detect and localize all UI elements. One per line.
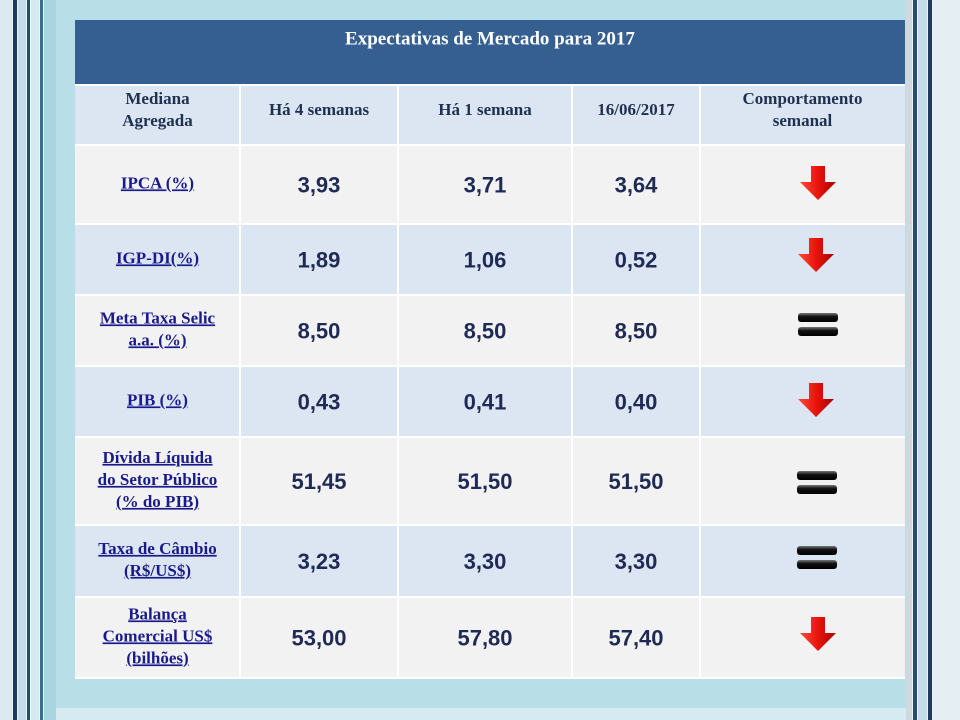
table-row — [75, 525, 905, 597]
column-header: Comportamento — [743, 89, 863, 108]
equal-sign — [798, 313, 838, 336]
cell-value: 3,64 — [615, 172, 659, 197]
cell-value: 3,93 — [298, 172, 341, 197]
column-header: Mediana — [125, 89, 190, 108]
cell-value: 51,50 — [457, 469, 512, 494]
row-label: do Setor Público — [98, 470, 218, 489]
row-label: IPCA (%) — [121, 173, 194, 192]
column-header: Há 4 semanas — [269, 100, 370, 119]
cell-value: 57,80 — [457, 625, 512, 650]
table-row — [75, 295, 905, 366]
table-row — [75, 366, 905, 437]
cell-value: 53,00 — [291, 625, 346, 650]
cell-value: 0,52 — [615, 247, 658, 272]
cell-value: 3,71 — [464, 172, 507, 197]
column-header: Agregada — [122, 111, 193, 130]
row-label: (bilhões) — [126, 648, 188, 667]
table-title: Expectativas de Mercado para 2017 — [345, 28, 635, 49]
row-label: Dívida Líquida — [102, 448, 213, 467]
down-arrow — [798, 238, 834, 272]
row-label: Meta Taxa Selic — [100, 308, 216, 327]
row-label: Taxa de Câmbio — [98, 539, 216, 558]
cell-value: 0,41 — [464, 389, 507, 414]
down-arrow — [798, 383, 834, 417]
row-label: (R$/US$) — [124, 561, 191, 580]
table-row — [75, 437, 905, 525]
cell-value: 51,45 — [291, 469, 346, 494]
cell-value: 8,50 — [464, 318, 507, 343]
equal-sign — [797, 471, 837, 494]
column-header: semanal — [773, 111, 833, 130]
cell-value: 8,50 — [615, 318, 658, 343]
cell-value: 1,06 — [464, 247, 507, 272]
column-header: 16/06/2017 — [597, 100, 675, 119]
cell-value: 3,30 — [464, 549, 507, 574]
row-label: Balança — [128, 604, 187, 623]
row-label: Comercial US$ — [103, 626, 213, 645]
title-bar — [75, 20, 905, 85]
cell-value: 51,50 — [608, 469, 663, 494]
cell-value: 8,50 — [298, 318, 341, 343]
column-header: Há 1 semana — [438, 100, 532, 119]
table: Mediana Agregada Há 4 semanas Há 1 semana 16… — [75, 84, 905, 679]
row-label: IGP-DI(%) — [116, 248, 199, 267]
table-row — [75, 145, 905, 224]
cell-value: 0,43 — [298, 389, 341, 414]
equal-sign — [797, 546, 837, 569]
down-arrow — [800, 617, 836, 651]
trend-icons — [797, 166, 838, 651]
cell-value: 0,40 — [615, 389, 658, 414]
cell-value: 3,30 — [615, 549, 658, 574]
cell-value: 3,23 — [298, 549, 341, 574]
row-label: (% do PIB) — [116, 492, 199, 511]
row-label: PIB (%) — [127, 390, 188, 409]
table-row — [75, 597, 905, 678]
table-row — [75, 224, 905, 295]
down-arrow — [800, 166, 836, 200]
header-row — [75, 85, 905, 145]
cell-value: 57,40 — [608, 625, 663, 650]
cell-value: 1,89 — [298, 247, 341, 272]
row-label: a.a. (%) — [128, 330, 186, 349]
